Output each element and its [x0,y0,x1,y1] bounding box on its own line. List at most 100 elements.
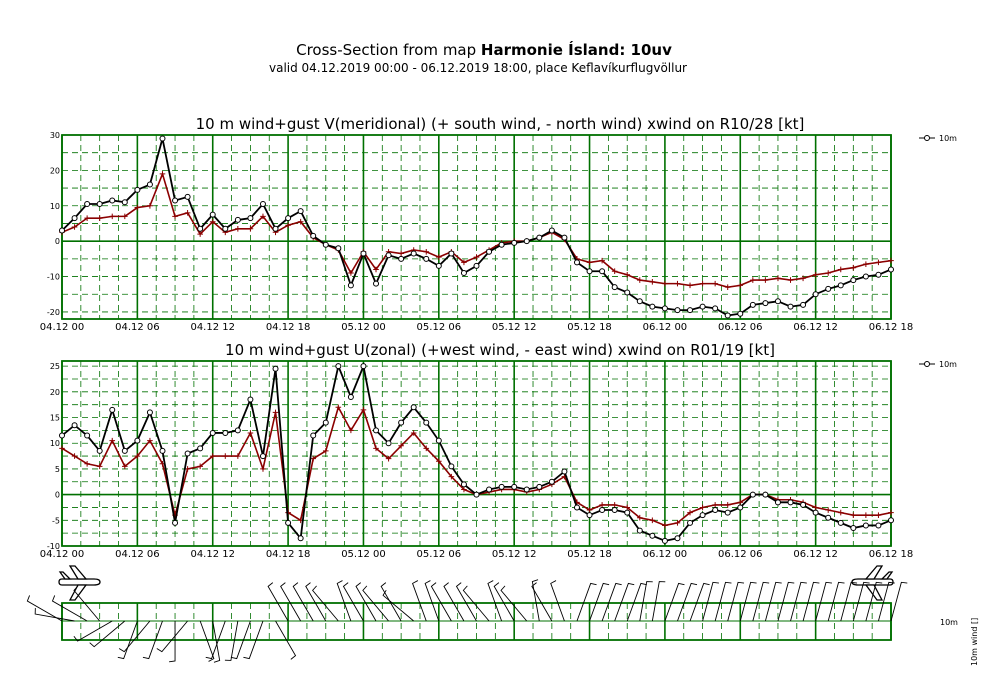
wind-barb [531,582,553,622]
gust-point [247,225,254,232]
ten-m-point [109,406,116,413]
ten-m-point [385,440,392,447]
ten-m-point [272,365,279,372]
wind-barb [292,582,314,622]
x-tick-label: 05.12 18 [567,549,612,560]
gust-point [825,507,831,513]
gust-point [109,437,116,444]
gust-point [674,280,681,287]
ten-m-point [837,519,844,526]
gust-point [712,502,718,508]
gust-point [699,504,706,511]
plot-frame [61,134,892,320]
ten-m-point [586,268,593,275]
ten-m-point [888,517,894,524]
legend-label: 10m [939,134,957,143]
ten-m-point [134,186,141,193]
y-tick-label: 20 [50,166,60,175]
wind-barb [639,581,653,622]
ten-m-point [71,215,78,222]
wind-barb [199,620,215,662]
ten-m-point [536,234,543,241]
meridional-x-ticks: 04.12 00 04.12 06 04.12 12 04.12 18 05.12 00… [40,322,914,333]
gust-point [662,522,668,529]
y-tick-label: 20 [50,388,60,397]
ten-m-point [59,227,65,234]
x-tick-label: 04.12 00 [40,322,85,333]
ten-m-point [121,447,128,454]
ten-m-point [247,215,254,222]
ten-m-point [561,234,568,241]
ten-m-point [661,305,668,312]
gust-point [59,445,65,452]
gust-point [586,507,593,513]
wind-barb [34,608,75,622]
ten-m-point [862,273,869,280]
airplane-right-icon [851,565,894,601]
ten-m-point [498,241,505,248]
gust-point [109,213,116,220]
y-tick-label: 10 [50,439,60,448]
wind-barb [739,581,757,622]
y-tick-label: 0 [55,491,60,500]
gust-point [762,277,769,283]
ten-m-point [511,239,518,246]
ten-m-point [322,419,329,426]
wind-barb [382,589,414,622]
zonal-series [59,363,894,544]
ten-m-point [247,396,254,403]
gust-point [837,509,844,516]
gust-point [322,448,329,454]
y-tick-label: -20 [47,308,60,317]
ten-m-point [825,514,832,521]
ten-m-point [360,363,367,370]
gust-point [209,453,216,459]
x-tick-label: 06.12 00 [643,549,688,560]
gust-point [147,437,153,444]
wind-barb [230,620,251,660]
gust-point [586,259,593,266]
ten-m-point [448,250,455,257]
x-tick-label: 06.12 12 [793,322,838,333]
x-tick-label: 05.12 12 [492,322,537,333]
wind-barb [89,620,126,648]
gust-point [197,231,203,237]
gust-point [373,445,379,452]
x-tick-label: 05.12 12 [492,549,537,560]
gust-point [134,204,141,211]
meridional-wind-panel: 10 m wind+gust V(meridional) (+ south wi… [40,115,957,333]
wind-barb [462,585,490,622]
gust-point [260,213,266,220]
gust-point [888,509,894,516]
ten-m-point [473,262,480,269]
wind-barb [312,585,339,622]
ten-m-point [159,447,166,454]
ten-m-point [84,201,91,207]
wind-barb [275,620,297,660]
wind-barb [614,582,635,622]
ten-m-point [460,481,467,488]
ten-m-point [222,225,229,232]
gust-point [122,213,128,220]
ten-m-point [699,303,706,310]
x-tick-label: 05.12 18 [567,322,612,333]
ten-m-point [812,291,819,298]
gust-point [260,466,266,472]
gust-point [850,512,857,518]
ten-m-point [611,507,618,514]
wind-barb [26,595,63,622]
x-tick-label: 05.12 00 [341,549,386,560]
gust-point [209,218,216,225]
gust-point [436,254,442,260]
wind-barb [305,582,327,622]
ten-m-point [297,208,304,215]
wind-barb [702,581,719,622]
ten-m-point [310,232,317,239]
wind-barb [727,581,745,622]
gust-point [599,502,605,508]
ten-m-point [737,310,744,317]
ten-m-point [800,501,807,508]
ten-m-point [209,429,216,436]
ten-m-point [511,483,518,490]
